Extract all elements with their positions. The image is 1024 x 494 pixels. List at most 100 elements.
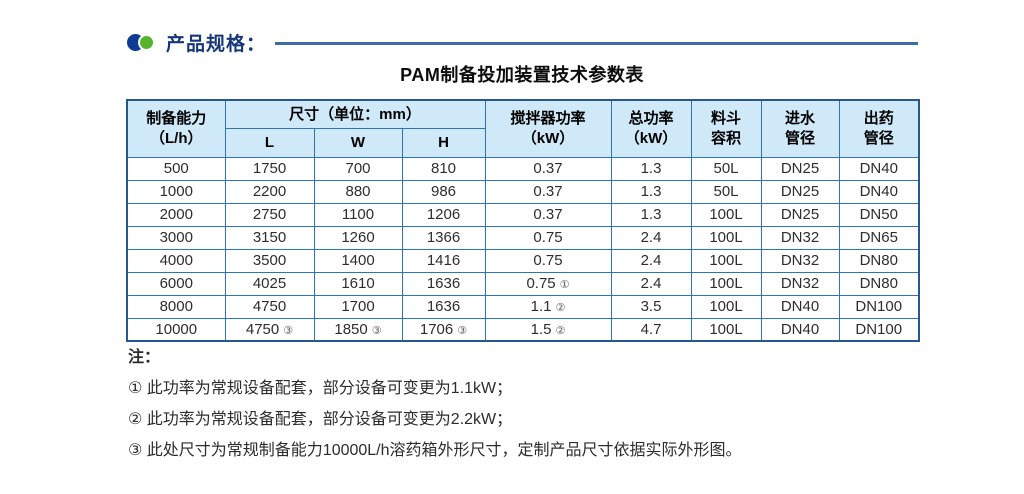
cell-capacity: 2000 [126, 202, 226, 227]
table-row: 8000 4750 1700 1636 1.1 ② 3.5 100L DN40 D… [126, 294, 920, 319]
blue-dot-icon [127, 34, 144, 51]
table-row: 10000 4750 ③ 1850 ③ 1706 ③ 1.5 ② 4.7 100L DN… [126, 317, 920, 342]
cell-mixer-power: 0.75 [484, 248, 612, 273]
col-header-mixer-power: 搅拌器功率 （kW） [484, 99, 612, 158]
cell-inlet: DN40 [760, 317, 840, 342]
cell-outlet: DN80 [838, 248, 920, 273]
note-item-2: ② 此功率为常规设备配套，部分设备可变更为2.2kW； [128, 411, 513, 428]
cell-height: 986 [401, 179, 486, 204]
section-header: 产品规格： [127, 29, 918, 56]
col-header-length: L [224, 127, 315, 158]
notes-label: 注： [128, 349, 161, 366]
cell-width: 1400 [313, 248, 403, 273]
cell-inlet: DN25 [760, 156, 840, 181]
cell-capacity: 4000 [126, 248, 226, 273]
cell-mixer-power: 1.5 ② [484, 317, 612, 342]
spec-table: 制备能力 （L/h） 尺寸（单位：mm） 搅拌器功率 （kW） 总功率 （kW）… [126, 99, 920, 342]
cell-length: 4025 [224, 271, 315, 296]
cell-inlet: DN25 [760, 202, 840, 227]
cell-length: 2200 [224, 179, 315, 204]
cell-total-power: 2.4 [610, 225, 692, 250]
cell-length: 3150 [224, 225, 315, 250]
cell-length: 4750 [224, 294, 315, 319]
cell-outlet: DN40 [838, 179, 920, 204]
col-header-capacity: 制备能力 （L/h） [126, 99, 226, 158]
cell-inlet: DN25 [760, 179, 840, 204]
cell-total-power: 1.3 [610, 156, 692, 181]
cell-outlet: DN100 [838, 317, 920, 342]
cell-inlet: DN40 [760, 294, 840, 319]
table-row: 3000 3150 1260 1366 0.75 2.4 100L DN32 D… [126, 225, 920, 250]
cell-hopper: 50L [690, 156, 762, 181]
cell-inlet: DN32 [760, 271, 840, 296]
cell-height: 1636 [401, 294, 486, 319]
section-title: 产品规格： [166, 34, 267, 55]
cell-mixer-power: 0.37 [484, 156, 612, 181]
cell-hopper: 100L [690, 248, 762, 273]
table-title: PAM制备投加装置技术参数表 [400, 65, 644, 85]
cell-width: 880 [313, 179, 403, 204]
cell-length: 1750 [224, 156, 315, 181]
cell-mixer-power: 0.37 [484, 179, 612, 204]
note-ref-mark: ② [555, 302, 566, 314]
cell-mixer-power: 1.1 ② [484, 294, 612, 319]
col-header-outlet-pipe: 出药 管径 [838, 99, 920, 158]
header-divider-line [275, 42, 918, 45]
col-header-height: H [401, 127, 486, 158]
cell-height: 1366 [401, 225, 486, 250]
cell-hopper: 100L [690, 202, 762, 227]
cell-hopper: 100L [690, 294, 762, 319]
cell-total-power: 1.3 [610, 202, 692, 227]
cell-hopper: 100L [690, 271, 762, 296]
cell-capacity: 10000 [126, 317, 226, 342]
cell-width: 1610 [313, 271, 403, 296]
cell-outlet: DN65 [838, 225, 920, 250]
cell-width: 1850 ③ [313, 317, 403, 342]
col-header-hopper-volume: 料斗 容积 [690, 99, 762, 158]
cell-total-power: 4.7 [610, 317, 692, 342]
cell-mixer-power: 0.75 ① [484, 271, 612, 296]
cell-length: 4750 ③ [224, 317, 315, 342]
cell-outlet: DN40 [838, 156, 920, 181]
cell-total-power: 1.3 [610, 179, 692, 204]
cell-mixer-power: 0.75 [484, 225, 612, 250]
cell-capacity: 500 [126, 156, 226, 181]
cell-width: 1260 [313, 225, 403, 250]
cell-hopper: 100L [690, 225, 762, 250]
cell-hopper: 100L [690, 317, 762, 342]
note-ref-mark: ③ [283, 324, 294, 337]
cell-height: 1636 [401, 271, 486, 296]
cell-capacity: 8000 [126, 294, 226, 319]
brand-dots-icon [127, 33, 157, 52]
cell-total-power: 2.4 [610, 248, 692, 273]
cell-length: 3500 [224, 248, 315, 273]
note-ref-mark: ③ [371, 324, 382, 337]
cell-width: 1700 [313, 294, 403, 319]
note-item-3: ③ 此处尺寸为常规制备能力10000L/h溶药箱外形尺寸，定制产品尺寸依据实际外… [128, 442, 742, 459]
col-header-total-power: 总功率 （kW） [610, 99, 692, 158]
cell-hopper: 50L [690, 179, 762, 204]
col-header-inlet-pipe: 进水 管径 [760, 99, 840, 158]
cell-outlet: DN80 [838, 271, 920, 296]
cell-height: 810 [401, 156, 486, 181]
col-header-size-group: 尺寸（单位：mm） [224, 99, 486, 129]
cell-capacity: 3000 [126, 225, 226, 250]
cell-height: 1706 ③ [401, 317, 486, 342]
cell-height: 1416 [401, 248, 486, 273]
cell-inlet: DN32 [760, 248, 840, 273]
note-ref-mark: ③ [457, 324, 468, 337]
col-header-width: W [313, 127, 403, 158]
table-row: 6000 4025 1610 1636 0.75 ① 2.4 100L DN32 … [126, 271, 920, 296]
cell-width: 700 [313, 156, 403, 181]
cell-total-power: 3.5 [610, 294, 692, 319]
cell-length: 2750 [224, 202, 315, 227]
table-row: 4000 3500 1400 1416 0.75 2.4 100L DN32 D… [126, 248, 920, 273]
table-row: 500 1750 700 810 0.37 1.3 50L DN25 DN40 [126, 156, 920, 181]
cell-capacity: 1000 [126, 179, 226, 204]
table-row: 1000 2200 880 986 0.37 1.3 50L DN25 DN40 [126, 179, 920, 204]
green-dot-icon [140, 36, 153, 49]
cell-width: 1100 [313, 202, 403, 227]
table-row: 2000 2750 1100 1206 0.37 1.3 100L DN25 D… [126, 202, 920, 227]
cell-total-power: 2.4 [610, 271, 692, 296]
